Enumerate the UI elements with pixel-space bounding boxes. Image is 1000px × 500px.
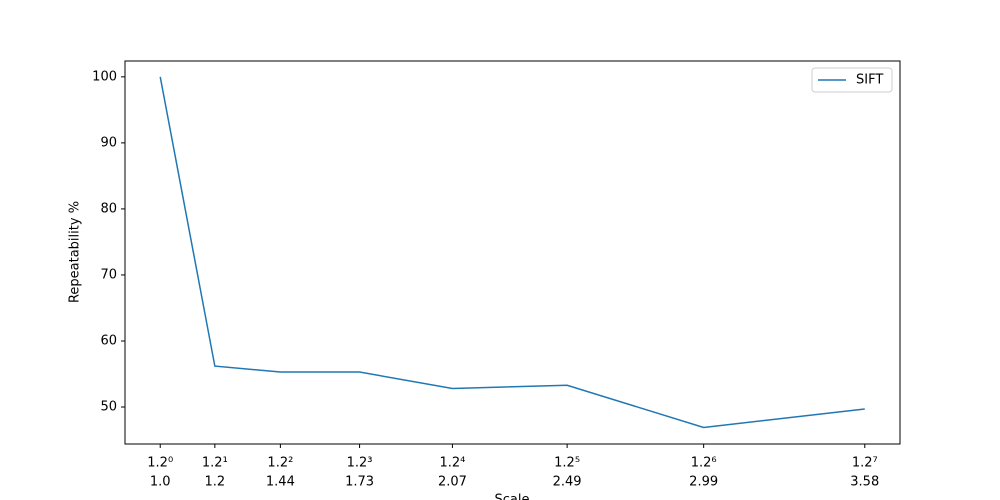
- x-tick-label: 1.2³: [347, 456, 373, 471]
- y-tick-label: 50: [100, 400, 117, 415]
- x-tick-label: 1.2⁶: [691, 456, 717, 471]
- x-tick-sublabel: 3.58: [850, 475, 879, 490]
- plot-frame: [124, 60, 901, 445]
- y-tick-label: 100: [92, 69, 117, 84]
- y-axis-label: Repeatability %: [68, 201, 83, 303]
- y-tick-label: 70: [100, 267, 117, 282]
- x-tick-label: 1.2⁵: [554, 456, 580, 471]
- x-tick-sublabel: 2.99: [689, 475, 718, 490]
- legend-label: SIFT: [856, 73, 883, 88]
- line: [159, 76, 865, 429]
- x-axis-label: Scale: [495, 493, 530, 500]
- y-tick-label: 90: [100, 135, 117, 150]
- y-tick-label: 80: [100, 201, 117, 216]
- y-tick-label: 60: [100, 333, 117, 348]
- x-tick-sublabel: 1.0: [150, 475, 171, 490]
- x-tick-sublabel: 1.73: [345, 475, 374, 490]
- x-tick-label: 1.2¹: [202, 456, 228, 471]
- x-tick-sublabel: 1.44: [266, 475, 295, 490]
- x-tick-label: 1.2⁴: [439, 456, 465, 471]
- x-tick-label: 1.2⁷: [852, 456, 878, 471]
- x-tick-sublabel: 2.49: [553, 475, 582, 490]
- x-tick-sublabel: 2.07: [438, 475, 467, 490]
- x-tick-label: 1.2²: [267, 456, 293, 471]
- legend-box: [811, 67, 893, 93]
- x-tick-sublabel: 1.2: [204, 475, 225, 490]
- x-tick-label: 1.2⁰: [147, 456, 173, 471]
